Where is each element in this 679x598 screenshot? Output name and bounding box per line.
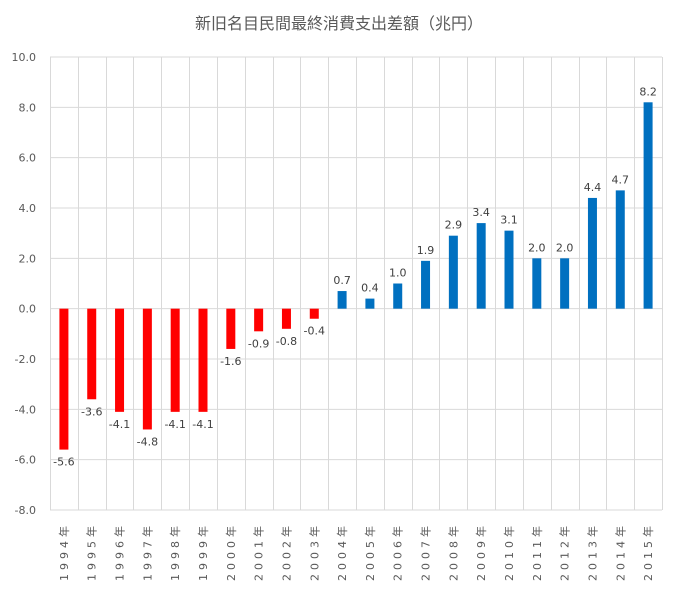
bar <box>421 260 431 309</box>
data-label: 2.0 <box>528 241 546 254</box>
data-label: 2.9 <box>445 219 463 232</box>
data-label: 0.4 <box>361 282 379 295</box>
bar <box>615 190 625 309</box>
x-tick-label: 2014年 <box>613 522 627 581</box>
chart-title: 新旧名目民間最終消費支出差額（兆円） <box>195 14 483 33</box>
y-tick-label: -8.0 <box>15 504 36 517</box>
data-label: 2.0 <box>556 241 574 254</box>
x-tick-label: 2013年 <box>585 522 599 581</box>
bars <box>59 102 653 450</box>
y-tick-label: 10.0 <box>12 51 37 64</box>
y-tick-label: 0.0 <box>19 303 37 316</box>
x-tick-label: 1996年 <box>113 522 127 581</box>
data-label: 0.7 <box>333 274 351 287</box>
bar <box>281 308 291 329</box>
data-label: -3.6 <box>81 405 102 418</box>
x-tick-label: 1999年 <box>196 522 210 581</box>
bar <box>393 283 403 309</box>
bar <box>365 298 375 309</box>
bar <box>87 308 97 400</box>
bar <box>59 308 69 450</box>
data-label: -0.8 <box>276 335 297 348</box>
y-tick-label: 2.0 <box>19 252 37 265</box>
bar <box>170 308 180 412</box>
bar <box>198 308 208 412</box>
bar <box>115 308 125 412</box>
y-tick-label: 8.0 <box>19 101 37 114</box>
data-label: -4.1 <box>109 418 130 431</box>
x-tick-label: 1995年 <box>85 522 99 581</box>
data-label: -4.8 <box>137 435 158 448</box>
y-tick-label: -2.0 <box>15 353 36 366</box>
x-tick-label: 2004年 <box>335 522 349 581</box>
data-label: 4.4 <box>584 181 602 194</box>
bar <box>254 308 264 332</box>
bar <box>337 291 347 309</box>
x-tick-label: 1998年 <box>168 522 182 581</box>
x-tick-label: 2001年 <box>252 522 266 581</box>
x-tick-label: 2003年 <box>307 522 321 581</box>
x-tick-label: 2015年 <box>641 522 655 581</box>
data-label: -4.1 <box>192 418 213 431</box>
data-label: -5.6 <box>53 456 74 469</box>
bar <box>532 258 542 309</box>
y-axis-ticks: -8.0 -6.0 -4.0 -2.0 0.0 2.0 4.0 6.0 8.0 10.0 <box>12 51 37 517</box>
data-label: -1.6 <box>220 355 241 368</box>
x-tick-label: 1997年 <box>140 522 154 581</box>
bar <box>142 308 152 430</box>
gridlines <box>50 56 663 511</box>
x-tick-label: 2011年 <box>530 522 544 581</box>
bar <box>504 230 514 309</box>
data-label: -0.9 <box>248 337 269 350</box>
x-axis-ticks: 1994年 1995年 1996年 1997年 1998年 1999年 2000年 2001年… <box>57 522 655 581</box>
x-tick-label: 2006年 <box>391 522 405 581</box>
x-tick-label: 1994年 <box>57 522 71 581</box>
x-tick-label: 2007年 <box>419 522 433 581</box>
data-label: 3.1 <box>500 214 518 227</box>
bar <box>643 102 653 309</box>
bar <box>309 308 319 319</box>
data-label: -0.4 <box>304 325 325 338</box>
data-label: 1.9 <box>417 244 435 257</box>
x-tick-label: 2010年 <box>502 522 516 581</box>
y-tick-label: -6.0 <box>15 454 36 467</box>
bar <box>226 308 236 349</box>
data-label: 8.2 <box>639 85 657 98</box>
x-tick-label: 2002年 <box>279 522 293 581</box>
y-tick-label: 6.0 <box>19 152 37 165</box>
data-label: 3.4 <box>472 206 490 219</box>
x-tick-label: 2005年 <box>363 522 377 581</box>
bar <box>448 235 458 309</box>
data-labels: -5.6 -3.6 -4.1 -4.8 -4.1 -4.1 -1.6 -0.9 -0.8 -0.4… <box>53 85 657 468</box>
bar <box>476 223 486 309</box>
y-tick-label: -4.0 <box>15 403 36 416</box>
data-label: -4.1 <box>164 418 185 431</box>
x-tick-label: 2000年 <box>224 522 238 581</box>
data-label: 1.0 <box>389 267 407 280</box>
x-tick-label: 2012年 <box>558 522 572 581</box>
data-label: 4.7 <box>612 173 630 186</box>
x-tick-label: 2009年 <box>474 522 488 581</box>
y-tick-label: 4.0 <box>19 202 37 215</box>
bar <box>587 197 597 309</box>
bar <box>560 258 570 309</box>
x-tick-label: 2008年 <box>446 522 460 581</box>
